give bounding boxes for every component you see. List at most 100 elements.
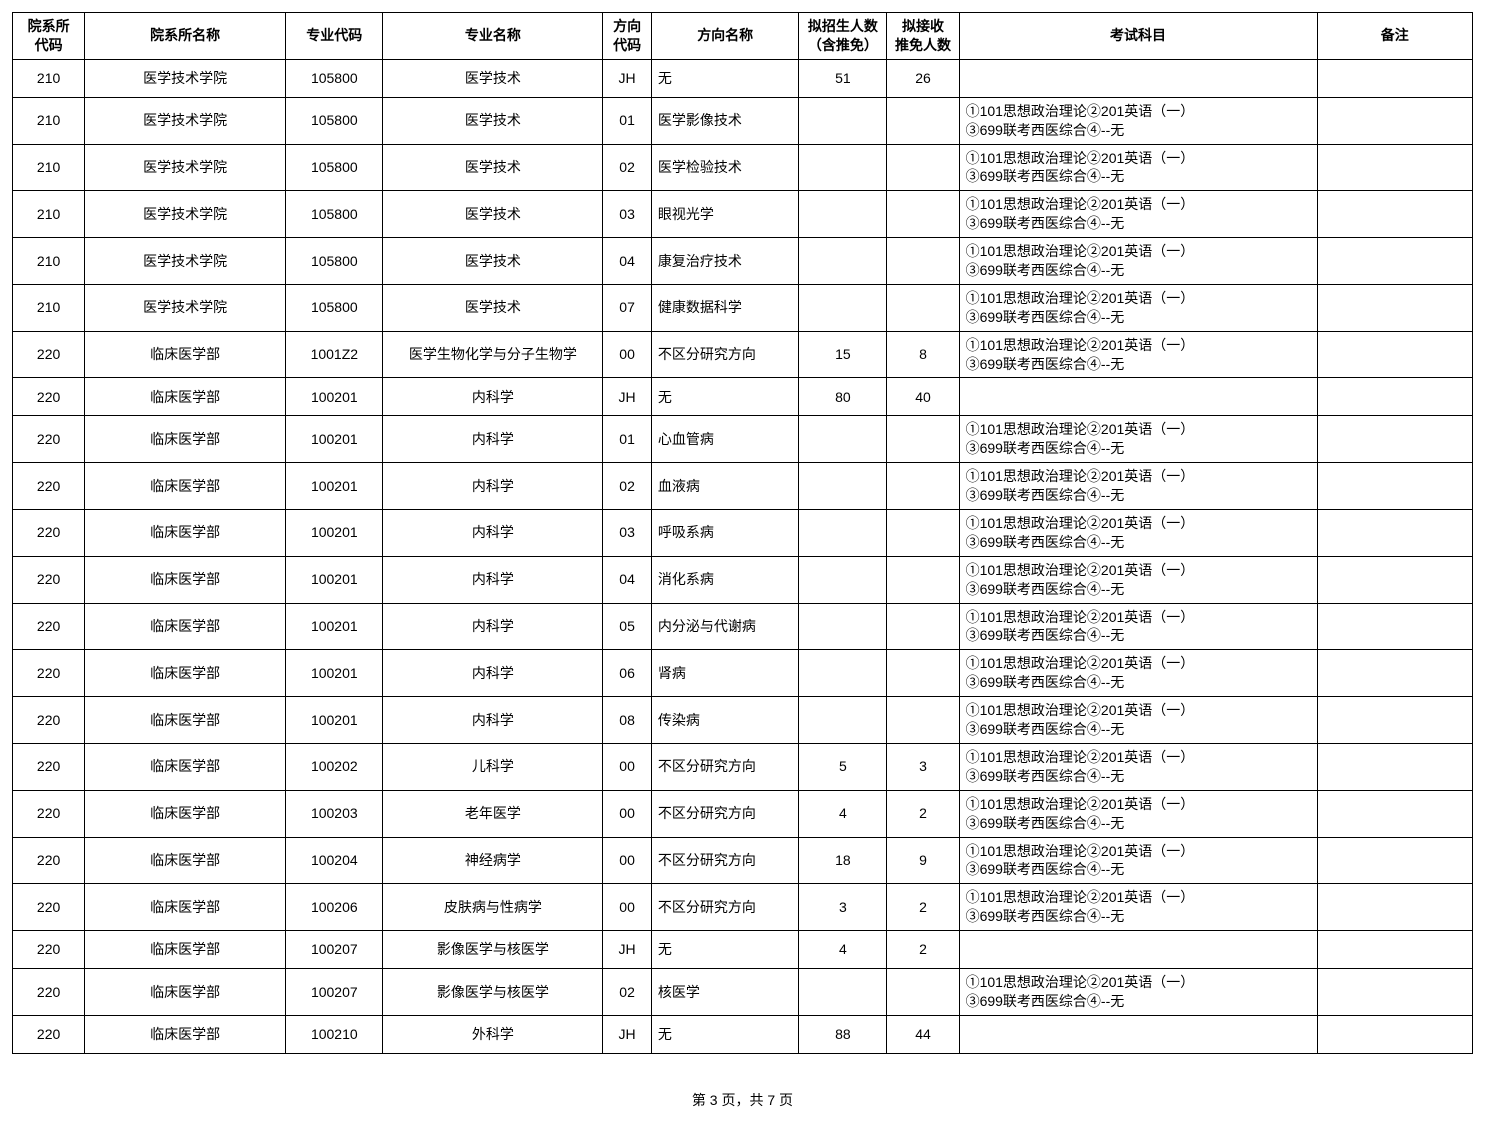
cell-major_name: 内科学 — [383, 556, 603, 603]
cell-dept_code: 220 — [13, 416, 85, 463]
cell-major_code: 100201 — [286, 603, 383, 650]
cell-exempt: 44 — [887, 1015, 959, 1053]
cell-major_code: 100204 — [286, 837, 383, 884]
table-row: 220临床医学部100207影像医学与核医学JH无42 — [13, 931, 1473, 969]
cell-dir_code: 08 — [603, 697, 652, 744]
cell-major_name: 医学技术 — [383, 191, 603, 238]
cell-planned — [799, 969, 887, 1016]
cell-subjects: ①101思想政治理论②201英语（一） ③699联考西医综合④--无 — [959, 650, 1317, 697]
cell-dept_name: 医学技术学院 — [85, 59, 286, 97]
cell-major_code: 100203 — [286, 790, 383, 837]
cell-major_code: 100206 — [286, 884, 383, 931]
cell-dir_code: 02 — [603, 969, 652, 1016]
cell-exempt — [887, 191, 959, 238]
cell-subjects: ①101思想政治理论②201英语（一） ③699联考西医综合④--无 — [959, 837, 1317, 884]
cell-dir_name: 无 — [651, 378, 799, 416]
cell-planned: 51 — [799, 59, 887, 97]
cell-dept_name: 临床医学部 — [85, 1015, 286, 1053]
cell-dir_name: 健康数据科学 — [651, 284, 799, 331]
cell-dir_code: 01 — [603, 416, 652, 463]
col-header-dept_name: 院系所名称 — [85, 13, 286, 60]
cell-major_code: 100210 — [286, 1015, 383, 1053]
cell-dept_code: 220 — [13, 969, 85, 1016]
cell-major_code: 1001Z2 — [286, 331, 383, 378]
cell-remarks — [1317, 331, 1472, 378]
table-row: 220临床医学部100201内科学06肾病①101思想政治理论②201英语（一）… — [13, 650, 1473, 697]
cell-major_code: 100201 — [286, 463, 383, 510]
cell-exempt — [887, 603, 959, 650]
cell-exempt — [887, 556, 959, 603]
cell-major_name: 内科学 — [383, 378, 603, 416]
cell-major_code: 100201 — [286, 650, 383, 697]
cell-dept_code: 220 — [13, 556, 85, 603]
cell-dir_name: 医学检验技术 — [651, 144, 799, 191]
col-header-dept_code: 院系所 代码 — [13, 13, 85, 60]
cell-dir_name: 不区分研究方向 — [651, 331, 799, 378]
cell-planned — [799, 650, 887, 697]
cell-exempt — [887, 284, 959, 331]
cell-subjects: ①101思想政治理论②201英语（一） ③699联考西医综合④--无 — [959, 144, 1317, 191]
cell-subjects: ①101思想政治理论②201英语（一） ③699联考西医综合④--无 — [959, 743, 1317, 790]
cell-major_code: 105800 — [286, 238, 383, 285]
cell-major_code: 105800 — [286, 144, 383, 191]
cell-exempt — [887, 97, 959, 144]
cell-dept_code: 220 — [13, 790, 85, 837]
cell-major_name: 医学技术 — [383, 97, 603, 144]
cell-exempt — [887, 969, 959, 1016]
cell-subjects: ①101思想政治理论②201英语（一） ③699联考西医综合④--无 — [959, 284, 1317, 331]
cell-remarks — [1317, 378, 1472, 416]
col-header-major_code: 专业代码 — [286, 13, 383, 60]
cell-major_code: 100201 — [286, 378, 383, 416]
cell-dept_name: 医学技术学院 — [85, 238, 286, 285]
cell-exempt — [887, 697, 959, 744]
cell-subjects: ①101思想政治理论②201英语（一） ③699联考西医综合④--无 — [959, 884, 1317, 931]
cell-dir_code: 04 — [603, 238, 652, 285]
col-header-dir_name: 方向名称 — [651, 13, 799, 60]
cell-dept_code: 220 — [13, 378, 85, 416]
cell-exempt: 2 — [887, 931, 959, 969]
cell-major_code: 105800 — [286, 191, 383, 238]
cell-planned: 80 — [799, 378, 887, 416]
cell-subjects: ①101思想政治理论②201英语（一） ③699联考西医综合④--无 — [959, 238, 1317, 285]
cell-dept_code: 210 — [13, 238, 85, 285]
col-header-subjects: 考试科目 — [959, 13, 1317, 60]
cell-remarks — [1317, 603, 1472, 650]
cell-dir_name: 无 — [651, 59, 799, 97]
col-header-major_name: 专业名称 — [383, 13, 603, 60]
table-row: 220临床医学部100206皮肤病与性病学00不区分研究方向32①101思想政治… — [13, 884, 1473, 931]
cell-dept_code: 210 — [13, 144, 85, 191]
cell-subjects: ①101思想政治理论②201英语（一） ③699联考西医综合④--无 — [959, 603, 1317, 650]
col-header-planned: 拟招生人数 （含推免） — [799, 13, 887, 60]
cell-exempt — [887, 144, 959, 191]
cell-remarks — [1317, 510, 1472, 557]
cell-dept_name: 临床医学部 — [85, 931, 286, 969]
cell-dept_code: 210 — [13, 59, 85, 97]
cell-major_code: 100201 — [286, 510, 383, 557]
cell-exempt — [887, 238, 959, 285]
cell-dir_code: 03 — [603, 191, 652, 238]
cell-dept_name: 临床医学部 — [85, 790, 286, 837]
cell-dir_name: 无 — [651, 1015, 799, 1053]
cell-dir_code: 00 — [603, 331, 652, 378]
cell-remarks — [1317, 97, 1472, 144]
cell-dept_code: 220 — [13, 331, 85, 378]
cell-planned — [799, 697, 887, 744]
cell-remarks — [1317, 59, 1472, 97]
cell-remarks — [1317, 416, 1472, 463]
cell-planned: 88 — [799, 1015, 887, 1053]
cell-major_name: 神经病学 — [383, 837, 603, 884]
cell-planned — [799, 556, 887, 603]
cell-subjects: ①101思想政治理论②201英语（一） ③699联考西医综合④--无 — [959, 416, 1317, 463]
cell-dept_name: 临床医学部 — [85, 743, 286, 790]
cell-exempt — [887, 650, 959, 697]
header-row: 院系所 代码院系所名称专业代码专业名称方向 代码方向名称拟招生人数 （含推免）拟… — [13, 13, 1473, 60]
cell-major_code: 105800 — [286, 97, 383, 144]
cell-major_code: 100201 — [286, 697, 383, 744]
cell-dept_code: 220 — [13, 650, 85, 697]
cell-remarks — [1317, 837, 1472, 884]
cell-planned — [799, 238, 887, 285]
cell-dept_code: 220 — [13, 884, 85, 931]
cell-dir_name: 医学影像技术 — [651, 97, 799, 144]
cell-major_name: 皮肤病与性病学 — [383, 884, 603, 931]
cell-dept_name: 临床医学部 — [85, 697, 286, 744]
